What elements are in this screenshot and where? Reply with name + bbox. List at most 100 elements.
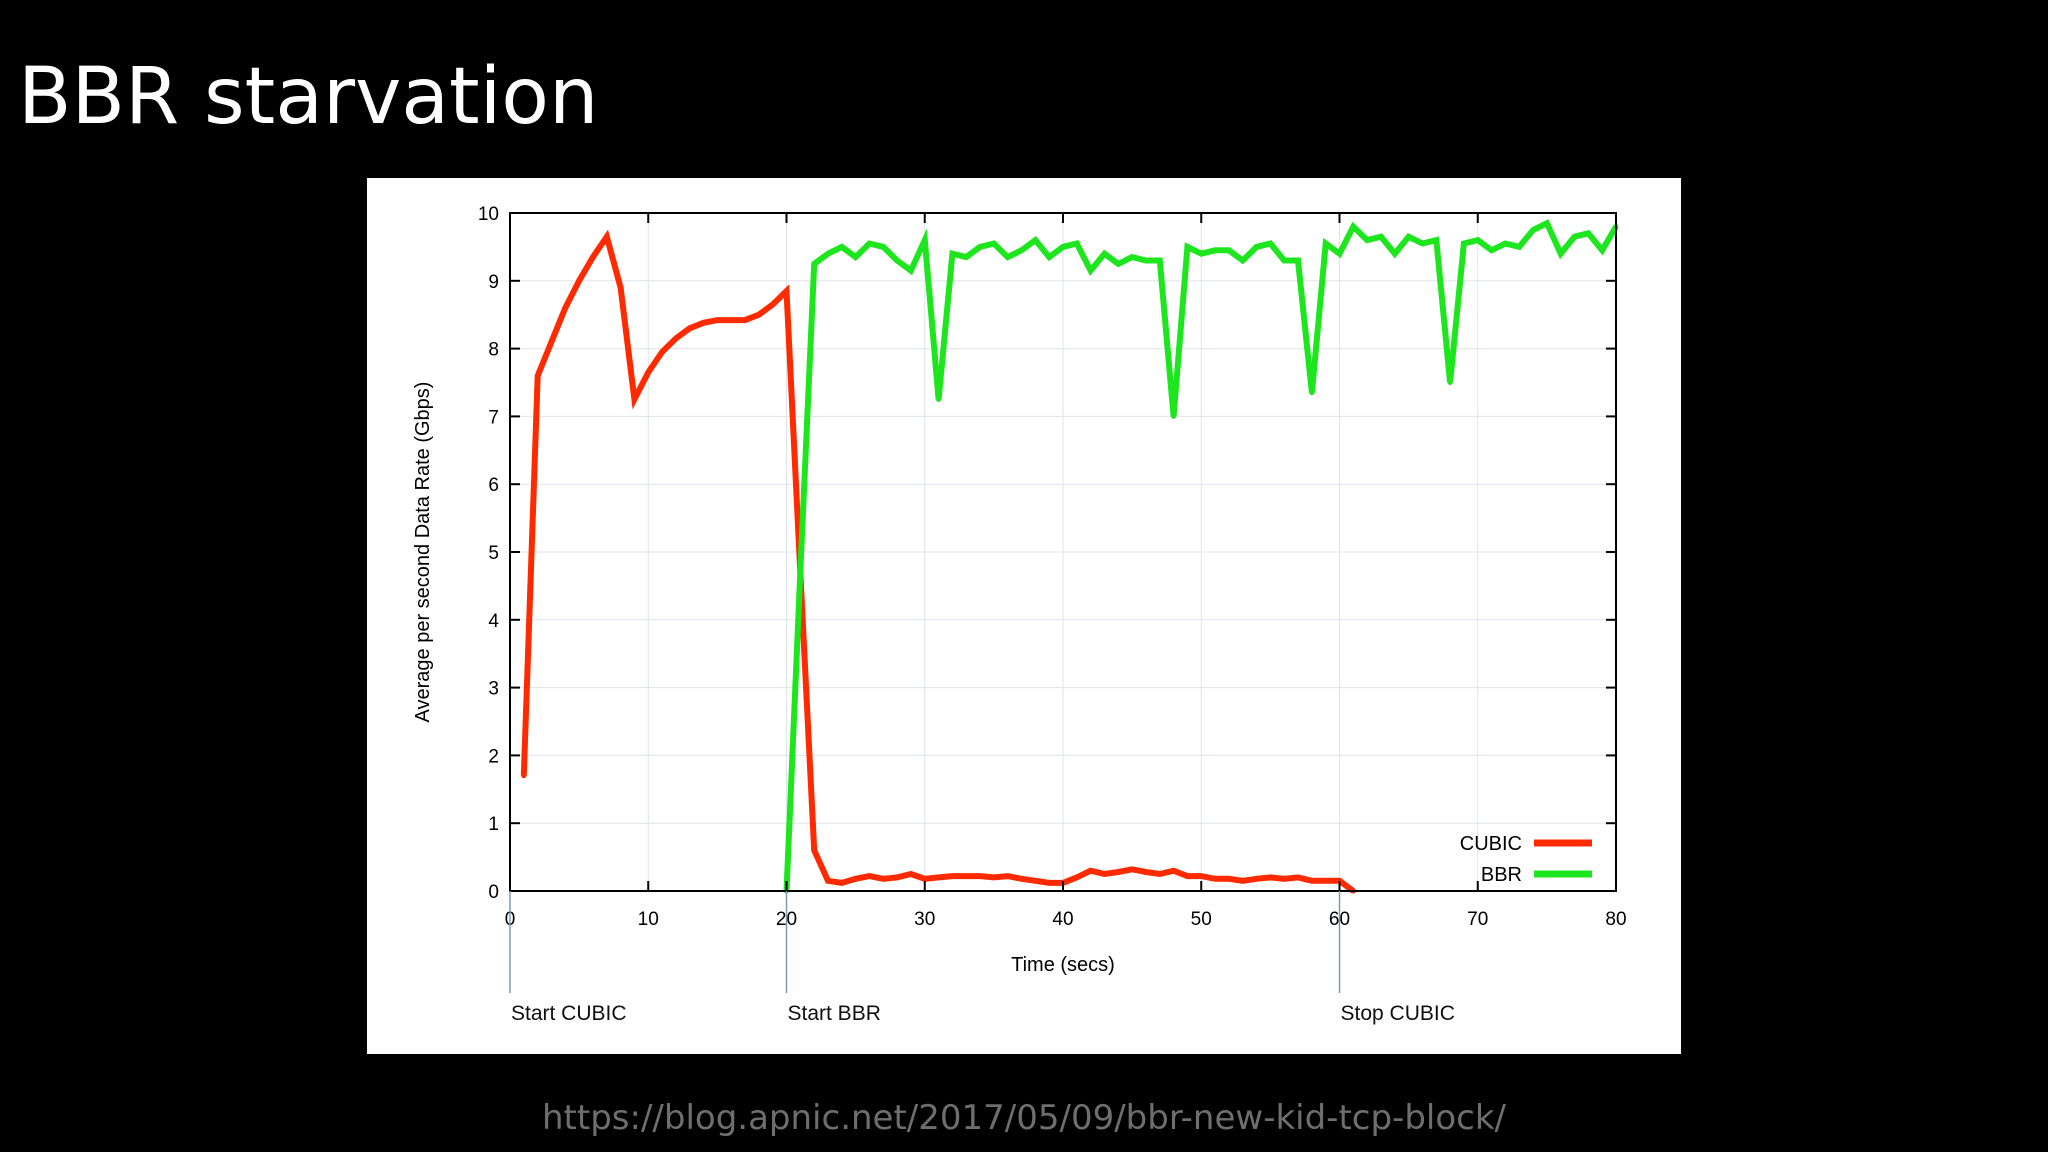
y-tick-label: 1 [488,814,499,835]
data-point-bbr [991,241,997,247]
data-point-bbr [1157,257,1163,263]
data-point-cubic [853,876,859,882]
data-point-cubic [991,874,997,880]
data-point-bbr [797,569,803,575]
data-point-cubic [977,873,983,879]
event-label: Start CUBIC [511,1002,627,1025]
data-point-bbr [1419,241,1425,247]
data-point-cubic [1046,880,1052,886]
data-point-bbr [825,251,831,257]
data-point-bbr [1267,241,1273,247]
data-point-cubic [1032,878,1038,884]
data-point-cubic [1005,873,1011,879]
data-point-cubic [1143,869,1149,875]
x-tick-label: 50 [1191,909,1212,930]
data-point-cubic [701,320,707,326]
data-point-cubic [673,335,679,341]
data-point-cubic [618,285,624,291]
data-point-bbr [1101,251,1107,257]
data-point-bbr [1406,234,1412,240]
data-point-bbr [1530,227,1536,233]
y-tick-label: 9 [488,272,499,293]
data-point-bbr [1032,237,1038,243]
data-point-bbr [1212,247,1218,253]
data-point-cubic [1088,868,1094,874]
data-point-cubic [1240,878,1246,884]
data-point-bbr [1005,254,1011,260]
y-axis-title: Average per second Data Rate (Gbps) [412,382,434,723]
grid-layer [509,212,1617,892]
data-point-bbr [880,244,886,250]
data-point-bbr [949,251,955,257]
data-point-bbr [1198,251,1204,257]
data-point-cubic [687,325,693,331]
data-point-cubic [548,339,554,345]
data-point-bbr [1572,234,1578,240]
data-point-cubic [1157,871,1163,877]
data-point-cubic [631,396,637,402]
data-point-bbr [908,268,914,274]
y-tick-label: 5 [488,543,499,564]
y-tick-label: 3 [488,679,499,700]
data-point-bbr [1323,241,1329,247]
data-point-cubic [784,288,789,294]
data-point-bbr [1295,257,1301,263]
data-point-bbr [1489,247,1495,253]
y-tick-label: 10 [478,204,499,225]
data-point-bbr [1129,254,1135,260]
data-point-bbr [1392,251,1398,257]
data-point-bbr [1475,237,1481,243]
x-tick-label: 40 [1052,909,1073,930]
data-point-cubic [1171,868,1177,874]
data-point-cubic [1074,874,1080,880]
data-point-bbr [936,396,942,402]
data-point-bbr [839,244,845,250]
data-point-cubic [1184,873,1190,879]
data-point-bbr [1599,247,1605,253]
data-point-cubic [963,873,969,879]
data-point-bbr [1046,254,1052,260]
line-chart: 01020304050607080012345678910 Time (secs… [412,204,1627,1025]
data-point-cubic [894,874,900,880]
data-point-bbr [1585,230,1591,236]
data-point-cubic [742,317,748,323]
legend: CUBIC BBR [1460,833,1592,886]
data-point-cubic [521,773,527,779]
data-point-bbr [1433,237,1439,243]
data-point-bbr [1060,244,1066,250]
data-point-cubic [1337,878,1342,884]
data-point-bbr [1378,234,1384,240]
data-point-cubic [770,302,776,308]
data-point-cubic [756,312,762,318]
data-point-bbr [1309,390,1315,396]
y-tick-label: 2 [488,746,499,767]
data-point-bbr [1447,380,1453,385]
data-point-cubic [1254,876,1260,882]
data-point-cubic [1212,876,1218,882]
chart-panel: 01020304050607080012345678910 Time (secs… [367,178,1681,1054]
x-tick-label: 70 [1467,909,1488,930]
data-point-bbr [853,254,859,260]
x-axis-title: Time (secs) [1011,954,1115,976]
data-point-bbr [1544,220,1550,226]
data-point-cubic [728,317,734,323]
data-point-bbr [1240,257,1246,263]
y-tick-label: 6 [488,475,499,496]
data-point-bbr [1171,413,1177,419]
data-point-cubic [1281,876,1287,882]
slide-title: BBR starvation [18,52,599,142]
data-point-bbr [811,261,817,267]
x-tick-label: 10 [638,909,659,930]
legend-label-cubic: CUBIC [1460,833,1522,855]
data-point-cubic [922,876,928,882]
data-point-cubic [659,349,665,355]
data-point-cubic [908,871,914,877]
data-point-bbr [922,237,928,243]
data-point-bbr [1281,257,1287,263]
data-point-bbr [1115,261,1121,267]
data-point-cubic [1129,866,1135,872]
x-tick-label: 80 [1605,909,1626,930]
event-label: Start BBR [788,1002,881,1025]
data-point-cubic [714,317,720,323]
data-point-cubic [811,847,817,853]
